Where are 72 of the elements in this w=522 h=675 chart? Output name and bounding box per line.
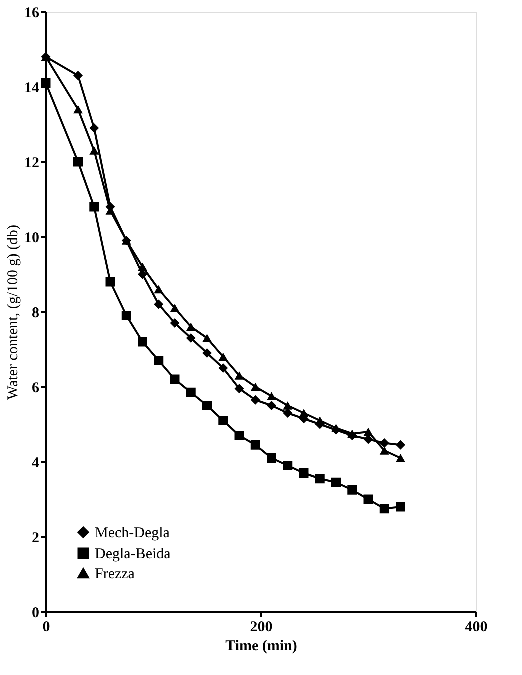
point (74, 71, 83, 80)
y-tick-label: 2 (32, 530, 40, 546)
point (154, 285, 164, 294)
point (106, 277, 116, 287)
point (299, 468, 309, 478)
x-axis-title: Time (min) (226, 638, 298, 654)
point (234, 372, 244, 380)
point (315, 474, 325, 484)
point (250, 440, 260, 450)
point (186, 334, 196, 343)
y-tick-label: 0 (32, 606, 40, 622)
point (299, 409, 309, 418)
legend-label: Mech-Degla (95, 526, 170, 542)
point (138, 262, 148, 272)
point (250, 395, 260, 405)
point (122, 311, 132, 320)
point (41, 78, 51, 88)
x-tick-label: 200 (250, 620, 273, 636)
point (234, 384, 244, 394)
point (332, 478, 341, 488)
y-tick-label: 10 (24, 230, 40, 246)
x-tick-label: 400 (465, 620, 488, 636)
x-tick-label: 0 (42, 620, 50, 636)
point (283, 402, 293, 410)
point (154, 300, 164, 310)
point (380, 438, 390, 448)
legend-label: Frezza (95, 566, 136, 582)
point (267, 401, 276, 410)
point (138, 337, 148, 347)
point (218, 352, 228, 362)
point (396, 440, 406, 450)
point (218, 364, 228, 373)
point (364, 494, 374, 504)
point (202, 348, 212, 358)
point (267, 454, 276, 463)
point (364, 434, 374, 444)
point (348, 485, 358, 495)
point (364, 428, 374, 436)
point (250, 382, 260, 392)
point (396, 454, 406, 462)
point (90, 124, 100, 133)
point (315, 416, 325, 425)
legend-label: Degla-Beida (95, 546, 172, 562)
point (170, 304, 180, 312)
point (170, 318, 180, 328)
point (380, 446, 390, 455)
point (90, 202, 100, 212)
point (90, 146, 100, 155)
point (380, 504, 390, 514)
point (186, 388, 196, 398)
point (234, 431, 244, 440)
point (218, 416, 228, 426)
point (74, 157, 83, 167)
point (74, 105, 83, 114)
point (348, 430, 358, 438)
point (154, 356, 164, 366)
point (396, 502, 406, 512)
point (202, 334, 212, 342)
point (283, 408, 293, 418)
point (283, 461, 293, 470)
point (332, 424, 341, 432)
point (202, 401, 212, 410)
point (267, 392, 276, 400)
y-tick-label: 14 (24, 80, 40, 96)
y-tick-label: 12 (24, 156, 40, 172)
point (186, 322, 196, 332)
point (170, 374, 180, 384)
y-tick-label: 16 (24, 6, 40, 22)
y-tick-label: 4 (32, 456, 40, 472)
y-tick-label: 8 (32, 306, 40, 322)
y-axis-title: Water content, (g/100 g) (db) (6, 225, 22, 400)
y-tick-label: 6 (32, 380, 40, 396)
